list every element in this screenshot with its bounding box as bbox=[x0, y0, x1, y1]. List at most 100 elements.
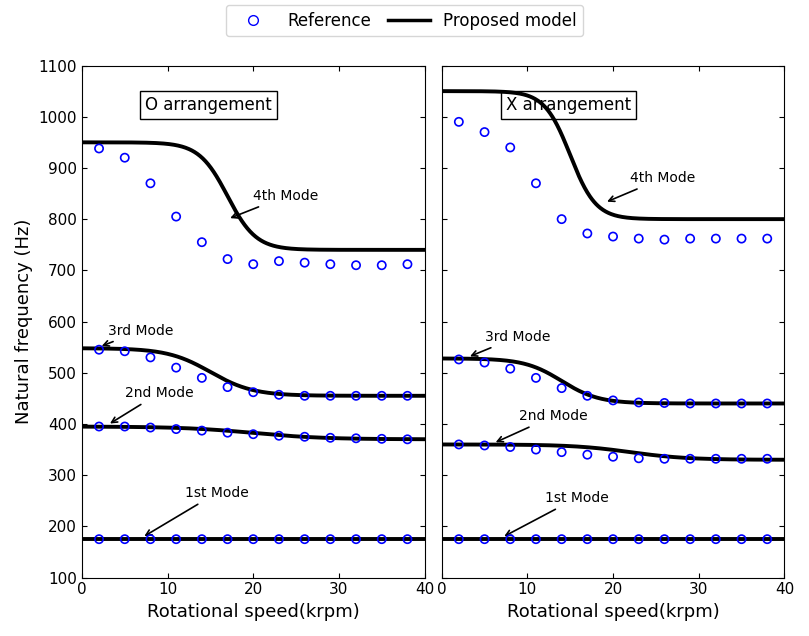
Point bbox=[709, 398, 722, 408]
Point bbox=[529, 373, 542, 383]
Point bbox=[375, 534, 388, 544]
Point bbox=[324, 391, 337, 401]
Text: 1st Mode: 1st Mode bbox=[506, 491, 608, 536]
Text: 4th Mode: 4th Mode bbox=[232, 189, 319, 218]
Point bbox=[735, 233, 748, 244]
Point bbox=[196, 425, 209, 436]
Point bbox=[633, 453, 646, 464]
Point bbox=[478, 127, 491, 137]
Point bbox=[247, 387, 260, 398]
Legend: Reference, Proposed model: Reference, Proposed model bbox=[226, 5, 583, 36]
Point bbox=[735, 534, 748, 544]
Point bbox=[607, 396, 620, 406]
Point bbox=[170, 212, 183, 222]
Point bbox=[684, 398, 697, 408]
X-axis label: Rotational speed(krpm): Rotational speed(krpm) bbox=[506, 603, 719, 621]
Text: 4th Mode: 4th Mode bbox=[608, 171, 696, 202]
Point bbox=[273, 256, 286, 266]
Point bbox=[349, 391, 362, 401]
Point bbox=[529, 445, 542, 455]
Y-axis label: Natural frequency (Hz): Natural frequency (Hz) bbox=[15, 219, 33, 424]
Point bbox=[684, 534, 697, 544]
Point bbox=[349, 433, 362, 443]
Point bbox=[273, 390, 286, 400]
Point bbox=[170, 424, 183, 434]
Point bbox=[118, 153, 131, 163]
Point bbox=[273, 431, 286, 441]
Point bbox=[92, 534, 105, 544]
Text: X arrangement: X arrangement bbox=[506, 96, 631, 114]
Point bbox=[144, 534, 157, 544]
Point bbox=[555, 214, 568, 225]
Point bbox=[170, 534, 183, 544]
Point bbox=[760, 534, 773, 544]
Point bbox=[144, 352, 157, 363]
Point bbox=[401, 259, 414, 269]
Point bbox=[684, 233, 697, 244]
Point bbox=[581, 450, 594, 460]
Point bbox=[760, 398, 773, 408]
Text: 3rd Mode: 3rd Mode bbox=[472, 330, 550, 356]
Point bbox=[401, 534, 414, 544]
Point bbox=[504, 364, 517, 374]
Point bbox=[555, 534, 568, 544]
Point bbox=[658, 235, 671, 245]
Point bbox=[299, 391, 311, 401]
Point bbox=[658, 534, 671, 544]
Point bbox=[658, 453, 671, 464]
Point bbox=[581, 228, 594, 238]
Point bbox=[555, 447, 568, 457]
Point bbox=[760, 453, 773, 464]
Point bbox=[324, 534, 337, 544]
Point bbox=[299, 258, 311, 268]
Point bbox=[581, 534, 594, 544]
Point bbox=[221, 254, 234, 264]
Point bbox=[735, 398, 748, 408]
Point bbox=[709, 453, 722, 464]
Point bbox=[529, 534, 542, 544]
Text: O arrangement: O arrangement bbox=[146, 96, 272, 114]
Point bbox=[607, 232, 620, 242]
Point bbox=[555, 383, 568, 393]
Text: 2nd Mode: 2nd Mode bbox=[498, 410, 587, 442]
Point bbox=[633, 534, 646, 544]
Point bbox=[324, 259, 337, 269]
Point bbox=[247, 534, 260, 544]
Point bbox=[170, 363, 183, 373]
Text: 3rd Mode: 3rd Mode bbox=[104, 324, 173, 346]
Point bbox=[760, 233, 773, 244]
Point bbox=[92, 422, 105, 432]
Point bbox=[324, 432, 337, 443]
Point bbox=[607, 452, 620, 462]
Point bbox=[375, 434, 388, 444]
Text: 1st Mode: 1st Mode bbox=[146, 486, 248, 536]
Point bbox=[144, 178, 157, 188]
Point bbox=[375, 260, 388, 270]
Point bbox=[349, 260, 362, 270]
Point bbox=[735, 453, 748, 464]
Point bbox=[452, 439, 465, 450]
Point bbox=[247, 429, 260, 439]
Text: 2nd Mode: 2nd Mode bbox=[112, 386, 193, 422]
Point bbox=[273, 534, 286, 544]
Point bbox=[349, 534, 362, 544]
Point bbox=[401, 434, 414, 445]
Point bbox=[144, 422, 157, 432]
Point bbox=[709, 233, 722, 244]
Point bbox=[92, 345, 105, 355]
Point bbox=[478, 534, 491, 544]
Point bbox=[118, 346, 131, 356]
Point bbox=[529, 178, 542, 188]
Point bbox=[504, 534, 517, 544]
Point bbox=[478, 440, 491, 450]
Point bbox=[196, 534, 209, 544]
Point bbox=[401, 391, 414, 401]
Point bbox=[221, 534, 234, 544]
X-axis label: Rotational speed(krpm): Rotational speed(krpm) bbox=[147, 603, 360, 621]
Point bbox=[452, 117, 465, 127]
Point bbox=[221, 382, 234, 392]
Point bbox=[504, 442, 517, 452]
Point bbox=[478, 357, 491, 368]
Point bbox=[375, 391, 388, 401]
Point bbox=[452, 354, 465, 364]
